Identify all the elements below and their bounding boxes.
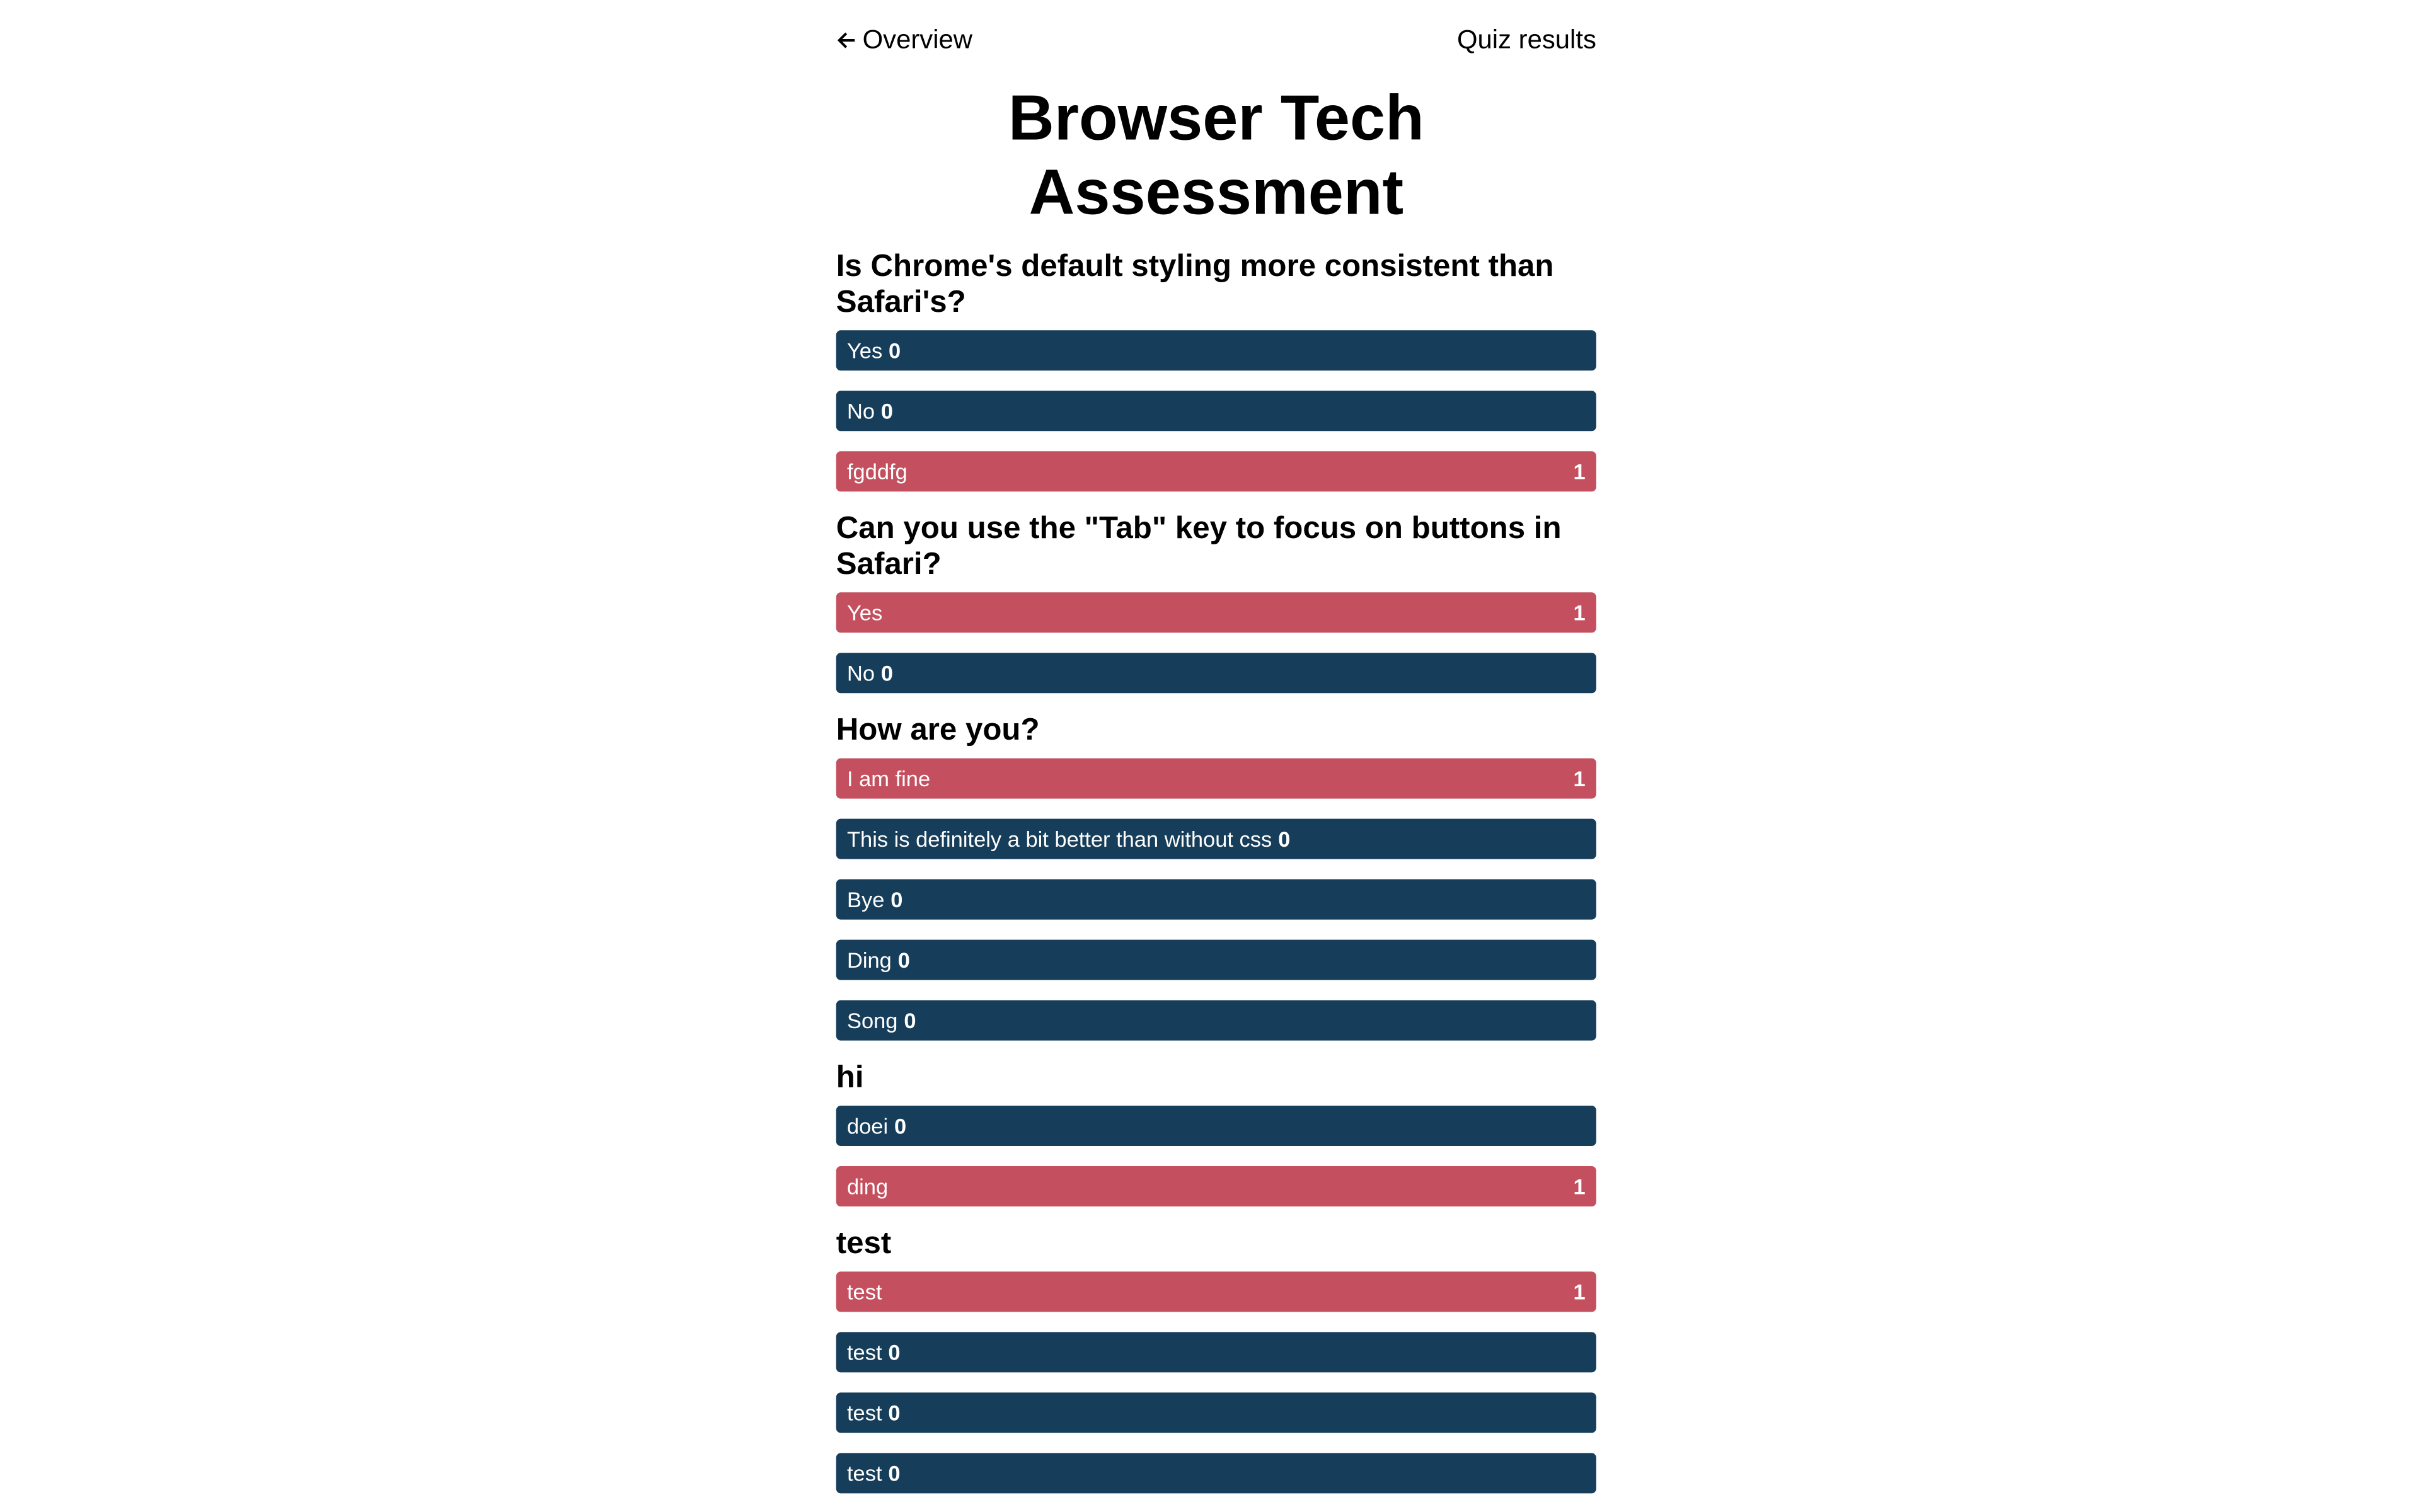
content: Overview Quiz results Browser Tech Asses…	[836, 0, 1596, 1512]
answer-bar: Song 0	[836, 1000, 1596, 1041]
answer-label: doei	[846, 1113, 889, 1138]
answer-count: 0	[880, 660, 894, 685]
answer-count: 0	[897, 947, 910, 973]
answer-label: Bye	[846, 886, 885, 912]
answer-label: test	[846, 1400, 882, 1426]
back-arrow-icon	[837, 32, 855, 49]
answer-count: 0	[888, 1339, 901, 1365]
answer-count: 0	[1278, 826, 1291, 852]
answer-label: test	[846, 1460, 882, 1486]
question: testtest1test0test0test0test0	[836, 1227, 1596, 1512]
answer-bar: This is definitely a bit better than wit…	[836, 818, 1596, 859]
answer-bar: Bye 0	[836, 879, 1596, 920]
answer-count: 1	[1573, 459, 1586, 484]
answer-count: 0	[888, 1460, 901, 1486]
answer-label: test	[846, 1279, 882, 1305]
answer-bar: fgddfg 1	[836, 451, 1596, 492]
answer-bar: test 1	[836, 1271, 1596, 1312]
answer-bar: Ding 0	[836, 939, 1596, 980]
question: Is Chrome's default styling more consist…	[836, 249, 1596, 492]
answer-count: 0	[894, 1113, 907, 1138]
answer-label: No	[846, 660, 875, 685]
top-nav: Overview Quiz results	[836, 0, 1596, 81]
answer-bar: test 0	[836, 1392, 1596, 1433]
answer-label: Ding	[846, 947, 892, 973]
question: hi doei 0 ding 1	[836, 1060, 1596, 1207]
question-title: test	[836, 1227, 892, 1261]
back-link[interactable]: Overview	[836, 25, 972, 55]
results-link[interactable]: Quiz results	[1456, 25, 1596, 55]
answer-label: Yes	[846, 338, 883, 363]
question-list: Is Chrome's default styling more consist…	[836, 249, 1596, 1512]
answer-label: test	[846, 1339, 882, 1365]
answer-count: 0	[890, 886, 903, 912]
answer-count: 1	[1573, 600, 1586, 625]
answer-label: This is definitely a bit better than wit…	[846, 826, 1272, 852]
answer-bar: Yes 1	[836, 592, 1596, 633]
answer-count: 0	[880, 398, 894, 423]
answer-bar: No 0	[836, 391, 1596, 432]
answer-bar: No 0	[836, 653, 1596, 694]
question: How are you? I am fine 1 This is definitely…	[836, 713, 1596, 1041]
answer-bar: I am fine 1	[836, 758, 1596, 799]
answer-label: Yes	[846, 600, 883, 625]
answer-bar: ding 1	[836, 1166, 1596, 1207]
answer-bar: test 0	[836, 1332, 1596, 1373]
answer-label: Song	[846, 1007, 898, 1033]
answer-label: ding	[846, 1174, 889, 1199]
answer-count: 1	[1573, 1279, 1586, 1305]
answer-label: No	[846, 398, 875, 423]
question-title: Can you use the "Tab" key to focus on bu…	[836, 512, 1562, 582]
answer-bar: doei 0	[836, 1106, 1596, 1147]
answer-count: 0	[888, 1400, 901, 1426]
answer-count: 0	[889, 338, 901, 363]
question-title: hi	[836, 1060, 864, 1095]
question: Can you use the "Tab" key to focus on bu…	[836, 512, 1596, 694]
answer-bar: Yes 0	[836, 330, 1596, 371]
answer-label: fgddfg	[846, 459, 908, 484]
answer-bar: test 0	[836, 1453, 1596, 1494]
back-link-text: Overview	[862, 25, 973, 55]
answer-label: I am fine	[846, 765, 931, 791]
page-title: Browser Tech Assessment	[1008, 82, 1424, 228]
question-title: How are you?	[836, 713, 1040, 748]
answer-count: 0	[904, 1007, 916, 1033]
answer-count: 1	[1573, 765, 1586, 791]
answer-count: 1	[1573, 1174, 1586, 1199]
question-title: Is Chrome's default styling more consist…	[836, 249, 1554, 320]
